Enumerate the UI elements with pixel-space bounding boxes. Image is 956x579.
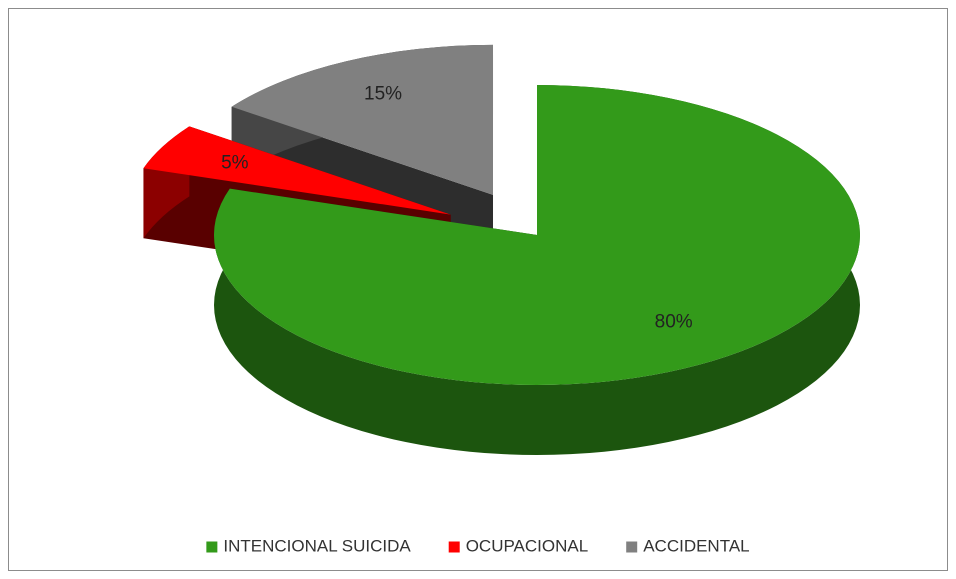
data-label: 5% <box>221 153 249 174</box>
legend-label: ACCIDENTAL <box>643 536 749 555</box>
slice <box>214 85 861 385</box>
slice <box>231 44 494 195</box>
legend-label: INTENCIONAL SUICIDA <box>223 536 411 555</box>
legend-swatch <box>448 541 460 553</box>
legend-swatch <box>626 541 638 553</box>
data-label: 15% <box>364 84 402 105</box>
data-label: 80% <box>655 311 693 332</box>
slice <box>143 126 451 215</box>
legend-swatch <box>206 541 218 553</box>
legend-label: OCUPACIONAL <box>466 536 589 555</box>
